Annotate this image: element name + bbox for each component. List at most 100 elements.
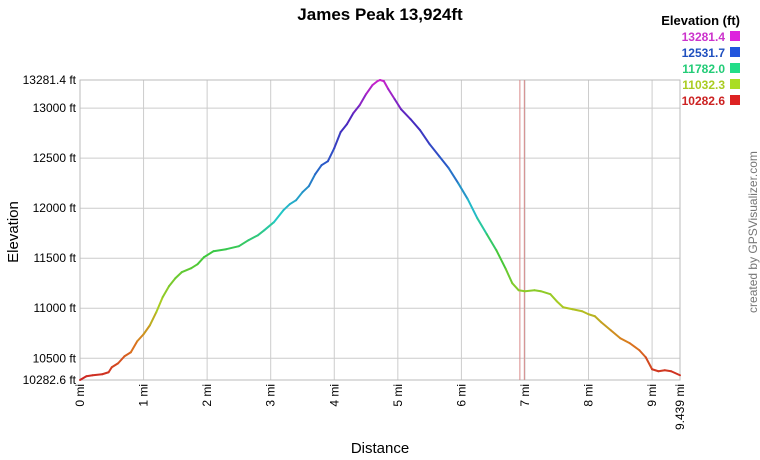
profile-segment bbox=[295, 191, 304, 202]
profile-segment bbox=[196, 256, 205, 266]
x-tick-labels: 0 mi 1 mi 2 mi 3 mi 4 mi 5 mi 6 mi 7 mi 8 mi 9 mi… bbox=[73, 384, 687, 430]
marker-lines bbox=[519, 80, 525, 380]
legend-swatch bbox=[730, 31, 740, 41]
profile-segment bbox=[485, 233, 498, 252]
y-tick-label: 13000 ft bbox=[33, 101, 77, 115]
profile-segment bbox=[339, 123, 348, 134]
profile-segment bbox=[387, 88, 396, 101]
legend: Elevation (ft) 13281.4 12531.7 11782.0 1103… bbox=[661, 13, 740, 108]
profile-segment bbox=[651, 368, 660, 373]
x-tick-label: 2 mi bbox=[200, 384, 214, 407]
profile-segment bbox=[202, 250, 215, 259]
profile-segment bbox=[123, 351, 132, 358]
profile-segment bbox=[142, 324, 151, 336]
profile-segment bbox=[129, 340, 139, 354]
profile-segment bbox=[85, 374, 94, 378]
profile-segment bbox=[161, 285, 170, 299]
x-tick-label: 4 mi bbox=[327, 384, 341, 407]
profile-segment bbox=[609, 329, 622, 340]
x-tick-label: 1 mi bbox=[137, 384, 151, 407]
profile-segment bbox=[393, 98, 403, 111]
profile-segment bbox=[333, 131, 342, 150]
legend-label: 13281.4 bbox=[682, 30, 726, 44]
profile-segment bbox=[670, 370, 681, 377]
profile-segment bbox=[638, 349, 647, 359]
profile-segment bbox=[476, 217, 488, 236]
profile-segment bbox=[101, 371, 110, 376]
profile-segment bbox=[282, 203, 291, 212]
legend-swatch bbox=[730, 95, 740, 105]
x-tick-label: 5 mi bbox=[391, 384, 405, 407]
profile-segment bbox=[288, 199, 298, 206]
profile-segment bbox=[495, 249, 507, 271]
profile-segment bbox=[155, 296, 164, 314]
profile-segment bbox=[663, 369, 673, 373]
profile-segment bbox=[438, 155, 450, 170]
profile-segment bbox=[180, 267, 193, 274]
profile-segment bbox=[400, 108, 412, 121]
y-tick-label: 12000 ft bbox=[33, 201, 77, 215]
x-tick-label: 3 mi bbox=[264, 384, 278, 407]
profile-segment bbox=[600, 321, 612, 332]
profile-segment bbox=[212, 248, 228, 253]
profile-segment bbox=[352, 104, 361, 115]
profile-segment bbox=[91, 373, 104, 377]
plot-frame bbox=[79, 79, 681, 381]
profile-segment bbox=[326, 147, 336, 163]
profile-segment bbox=[533, 289, 542, 293]
profile-segment bbox=[263, 221, 275, 232]
profile-segment bbox=[657, 369, 666, 373]
x-tick-label: 9 mi bbox=[645, 384, 659, 407]
y-tick-label: 10282.6 ft bbox=[23, 373, 77, 387]
profile-segment bbox=[110, 362, 120, 369]
profile-segment bbox=[256, 229, 266, 237]
x-tick-label: 0 mi bbox=[73, 384, 87, 407]
profile-segment bbox=[371, 80, 379, 87]
profile-segment bbox=[409, 118, 422, 132]
profile-segment bbox=[272, 209, 285, 224]
credit-text: created by GPSVisualizer.com bbox=[746, 151, 760, 313]
legend-label: 10282.6 bbox=[682, 94, 726, 108]
profile-segment bbox=[571, 308, 584, 313]
profile-segment bbox=[382, 80, 390, 91]
y-tick-label: 13281.4 ft bbox=[23, 73, 77, 87]
profile-segment bbox=[562, 306, 574, 311]
profile-segment bbox=[301, 185, 310, 194]
legend-swatch bbox=[730, 47, 740, 57]
grid bbox=[79, 79, 681, 381]
y-tick-label: 11000 ft bbox=[34, 301, 77, 315]
legend-swatch bbox=[730, 79, 740, 89]
legend-label: 12531.7 bbox=[682, 46, 726, 60]
x-tick-label: 7 mi bbox=[518, 384, 532, 407]
profile-segment bbox=[307, 173, 317, 188]
profile-segment bbox=[225, 245, 240, 251]
profile-segment bbox=[358, 93, 368, 107]
y-tick-labels: 10282.6 ft 10500 ft 11000 ft 11500 ft 12000 … bbox=[23, 73, 77, 387]
y-tick-label: 11500 ft bbox=[34, 251, 77, 265]
x-tick-label: 8 mi bbox=[582, 384, 596, 407]
x-tick-label: 9.439 mi bbox=[673, 384, 687, 430]
profile-segment bbox=[167, 277, 177, 288]
profile-segment bbox=[619, 337, 631, 345]
profile-segment bbox=[466, 198, 479, 220]
profile-segment bbox=[117, 355, 126, 365]
profile-segment bbox=[581, 310, 590, 316]
elevation-profile bbox=[79, 79, 681, 381]
profile-segment bbox=[365, 84, 374, 96]
chart-title: James Peak 13,924ft bbox=[297, 5, 463, 24]
profile-segment bbox=[237, 239, 250, 248]
legend-label: 11032.3 bbox=[682, 78, 725, 92]
profile-segment bbox=[517, 289, 526, 293]
profile-segment bbox=[511, 282, 520, 292]
profile-segment bbox=[628, 342, 641, 352]
y-axis-label: Elevation bbox=[5, 201, 22, 263]
legend-label: 11782.0 bbox=[682, 62, 725, 76]
profile-segment bbox=[428, 143, 441, 158]
profile-segment bbox=[320, 160, 329, 167]
profile-segment bbox=[174, 271, 183, 280]
x-axis-label: Distance bbox=[351, 440, 409, 457]
profile-segment bbox=[247, 234, 259, 242]
profile-segment bbox=[148, 311, 158, 327]
profile-segment bbox=[345, 112, 355, 126]
